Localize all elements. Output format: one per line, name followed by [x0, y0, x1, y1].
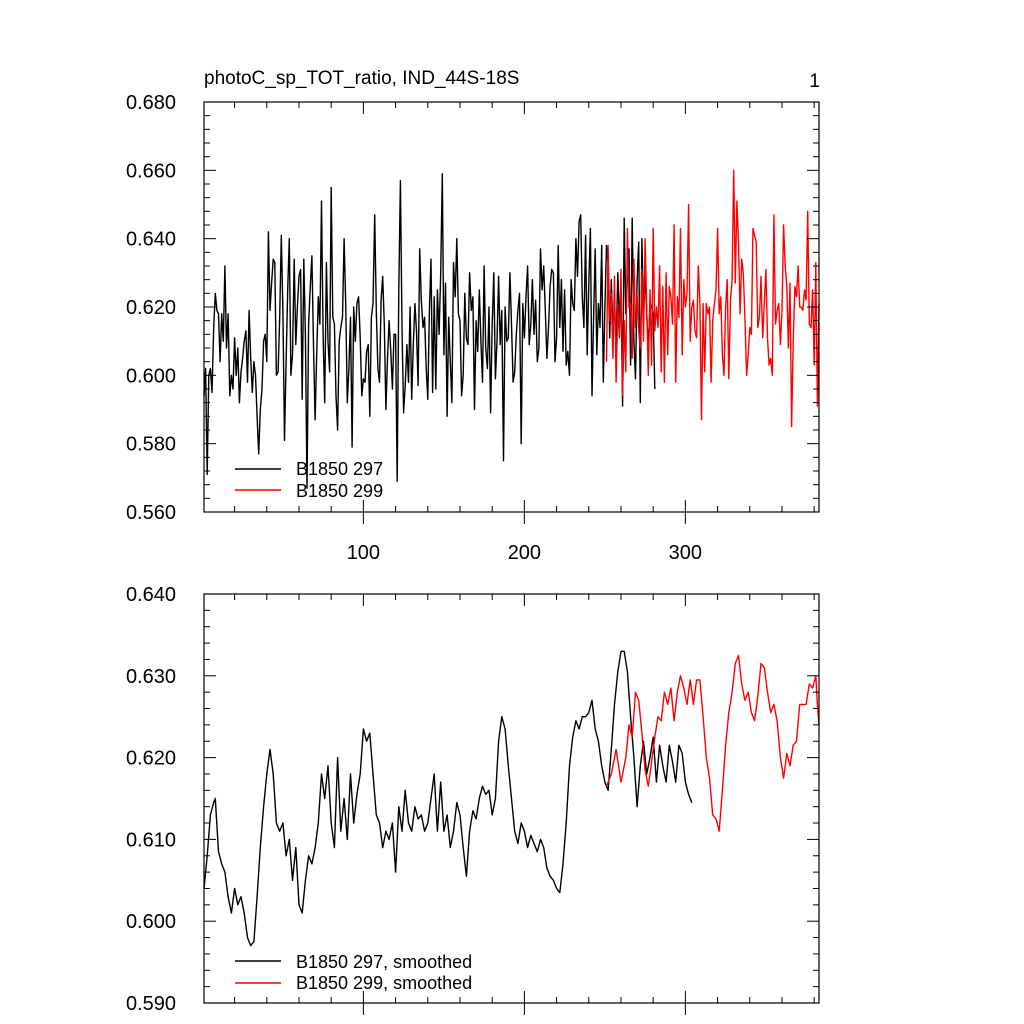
y-tick-label: 0.620	[126, 297, 176, 319]
x-tick-label: 200	[508, 542, 541, 564]
top-panel-tick-labels: 0.560 0.580 0.600 0.620 0.640 0.660 0.680 100 20…	[126, 92, 702, 564]
bottom-legend: B1850 297, smoothed B1850 299, smoothed	[235, 952, 472, 993]
y-tick-label: 0.680	[126, 92, 176, 114]
panel-number: 1	[809, 71, 820, 92]
series-line-b1850-299	[605, 169, 820, 428]
top-panel-frame	[203, 101, 820, 513]
y-tick-label: 0.640	[126, 229, 176, 251]
chart-title: photoC_sp_TOT_ratio, IND_44S-18S	[204, 68, 519, 89]
bottom-panel-frame	[203, 593, 820, 1004]
x-tick-label: 300	[669, 542, 702, 564]
y-tick-label: 0.610	[126, 829, 176, 851]
top-legend: B1850 297 B1850 299	[235, 459, 383, 501]
legend-label-b1850-297: B1850 297	[296, 459, 383, 479]
legend-label-b1850-297-smoothed: B1850 297, smoothed	[296, 952, 472, 972]
y-tick-label: 0.620	[126, 748, 176, 770]
series-line-b1850-297	[203, 173, 656, 489]
series-line-b1850-297-smoothed	[203, 650, 693, 947]
y-tick-label: 0.560	[126, 502, 176, 524]
bottom-panel-series	[203, 650, 820, 947]
y-tick-label: 0.600	[126, 365, 176, 387]
legend-label-b1850-299: B1850 299	[296, 481, 383, 501]
y-tick-label: 0.630	[126, 666, 176, 688]
top-panel: 0.560 0.580 0.600 0.620 0.640 0.660 0.680 100 20…	[126, 92, 820, 564]
y-tick-label: 0.590	[126, 993, 176, 1015]
x-tick-label: 100	[347, 542, 380, 564]
top-panel-series	[203, 169, 820, 489]
y-tick-label: 0.660	[126, 160, 176, 182]
y-tick-label: 0.580	[126, 434, 176, 456]
legend-label-b1850-299-smoothed: B1850 299, smoothed	[296, 973, 472, 993]
y-tick-label: 0.640	[126, 584, 176, 606]
bottom-panel-tick-labels: 0.590 0.600 0.610 0.620 0.630 0.640	[126, 584, 176, 1015]
y-tick-label: 0.600	[126, 911, 176, 933]
bottom-panel: 0.590 0.600 0.610 0.620 0.630 0.640 B1850 297…	[126, 584, 820, 1015]
series-line-b1850-299-smoothed	[605, 654, 820, 832]
